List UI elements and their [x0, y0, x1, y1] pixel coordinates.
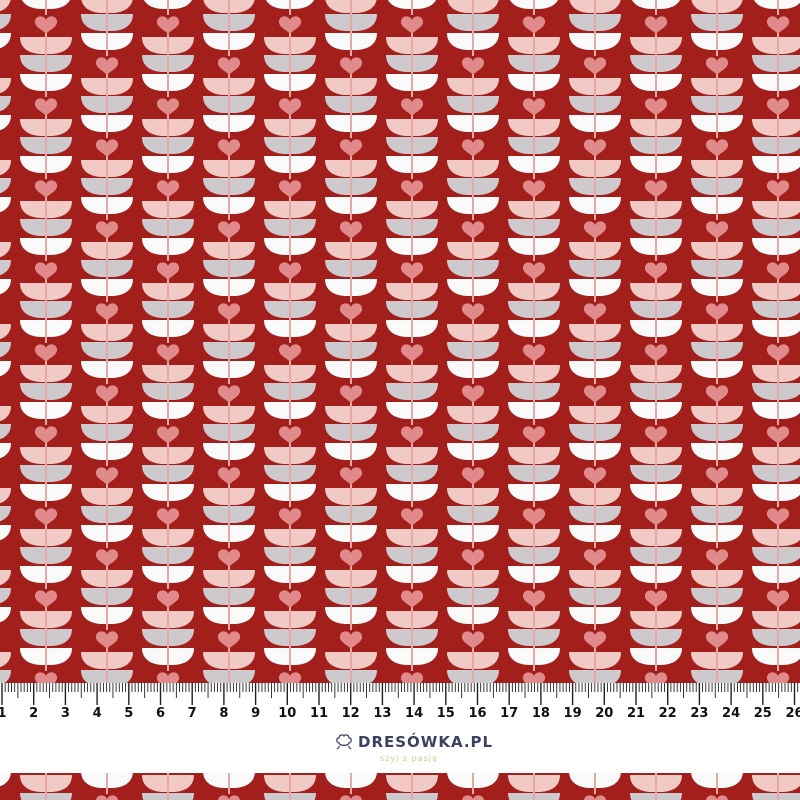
cotton-flower-icon: [336, 734, 352, 750]
measuring-ruler: 1 2 3 4 5 6 7 8 9 10 11 12 13 14 15 16 17 18 19 20 21 22 23 24 2…: [0, 683, 800, 773]
ruler-ticks: [1, 683, 799, 705]
ruler-number: 18: [531, 706, 550, 721]
ruler-number: 3: [60, 706, 70, 721]
ruler-number: 14: [405, 706, 424, 721]
ruler-number: 11: [309, 706, 329, 721]
ruler-number: 5: [124, 706, 134, 721]
ruler-number: 19: [563, 706, 582, 721]
ruler-number: 17: [500, 706, 519, 721]
ruler-number: 7: [187, 706, 197, 721]
ruler-number: 21: [626, 706, 646, 721]
ruler-number: 10: [278, 706, 297, 721]
ruler-number: 15: [436, 706, 455, 721]
ruler-number: 9: [251, 706, 261, 721]
logo-tagline: szyj z pasją: [380, 754, 438, 763]
ruler-number: 20: [595, 706, 614, 721]
ruler-number: 22: [658, 706, 677, 721]
brand-logo: DRESÓWKA.PL: [335, 733, 493, 751]
ruler-number: 26: [785, 706, 800, 721]
ruler-number: 8: [219, 706, 229, 721]
ruler-number: 24: [722, 706, 741, 721]
ruler-number: 2: [29, 706, 39, 721]
ruler-number: 12: [341, 706, 360, 721]
ruler-number: 23: [690, 706, 709, 721]
ruler-number: 16: [468, 706, 487, 721]
ruler-number: 13: [373, 706, 392, 721]
ruler-number: 4: [92, 706, 102, 721]
logo-text: DRESÓWKA.PL: [358, 733, 494, 751]
ruler-number: 6: [155, 706, 166, 721]
ruler-number: 1: [0, 706, 7, 721]
ruler-number: 25: [753, 706, 772, 721]
